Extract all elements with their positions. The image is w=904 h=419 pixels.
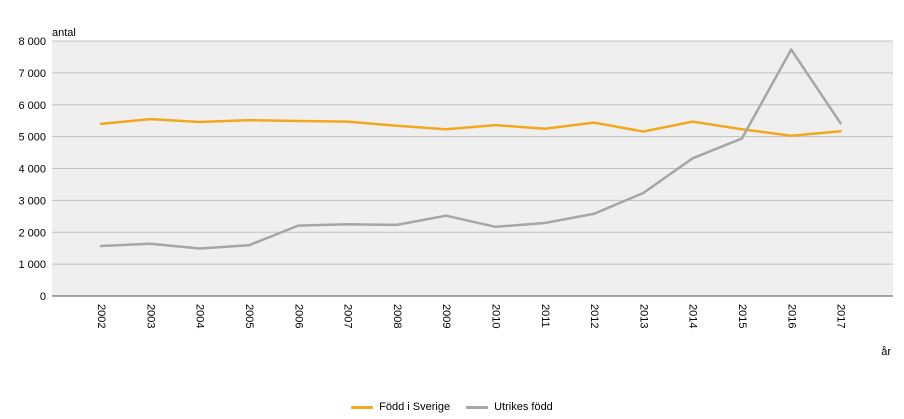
y-tick-label: 8 000 [18, 36, 46, 48]
x-tick-label: 2010 [489, 304, 501, 328]
x-tick-label: 2009 [440, 304, 452, 328]
x-tick-label: 2003 [144, 304, 156, 328]
legend: Född i Sverige Utrikes född [0, 399, 904, 415]
y-tick-label: 1 000 [18, 259, 46, 271]
x-tick-label: 2002 [95, 304, 107, 328]
y-axis-ticks: 0 1 000 2 000 3 000 4 000 5 000 6 000 7 000 8 00… [18, 36, 46, 303]
series-line [99, 48, 842, 250]
x-tick-label: 2008 [391, 304, 403, 328]
legend-swatch [466, 405, 489, 409]
x-axis-ticks: 2002 2003 2004 2005 2006 2007 2008 2009 2010 2011… [95, 304, 847, 328]
y-tick-label: 6 000 [18, 100, 46, 112]
legend-item: Utrikes född [466, 401, 553, 413]
series-line [99, 117, 842, 137]
x-tick-label: 2006 [292, 304, 304, 328]
y-tick-label: 2 000 [18, 227, 46, 239]
x-tick-label: 2012 [588, 304, 600, 328]
x-tick-label: 2005 [243, 304, 255, 328]
y-tick-label: 5 000 [18, 132, 46, 144]
legend-label: Född i Sverige [379, 401, 451, 413]
line-chart: 0 1 000 2 000 3 000 4 000 5 000 6 000 7 000 8 00… [18, 27, 893, 358]
y-tick-label: 7 000 [18, 68, 46, 80]
x-tick-label: 2014 [687, 304, 699, 328]
series-lines [99, 48, 842, 250]
legend-item: Född i Sverige [351, 401, 450, 413]
legend-swatch [351, 405, 374, 409]
y-tick-label: 0 [40, 291, 46, 303]
x-tick-label: 2017 [835, 304, 847, 328]
legend-label: Utrikes född [494, 401, 553, 413]
x-tick-label: 2011 [539, 304, 551, 328]
y-axis-title: antal [52, 27, 76, 39]
y-tick-label: 4 000 [18, 164, 46, 176]
x-tick-label: 2016 [785, 304, 797, 328]
x-tick-label: 2004 [194, 304, 206, 328]
x-tick-label: 2015 [736, 304, 748, 328]
gridlines [52, 40, 893, 297]
y-tick-label: 3 000 [18, 195, 46, 207]
x-axis-title: år [881, 346, 891, 358]
x-tick-label: 2007 [342, 304, 354, 328]
x-tick-label: 2013 [637, 304, 649, 328]
